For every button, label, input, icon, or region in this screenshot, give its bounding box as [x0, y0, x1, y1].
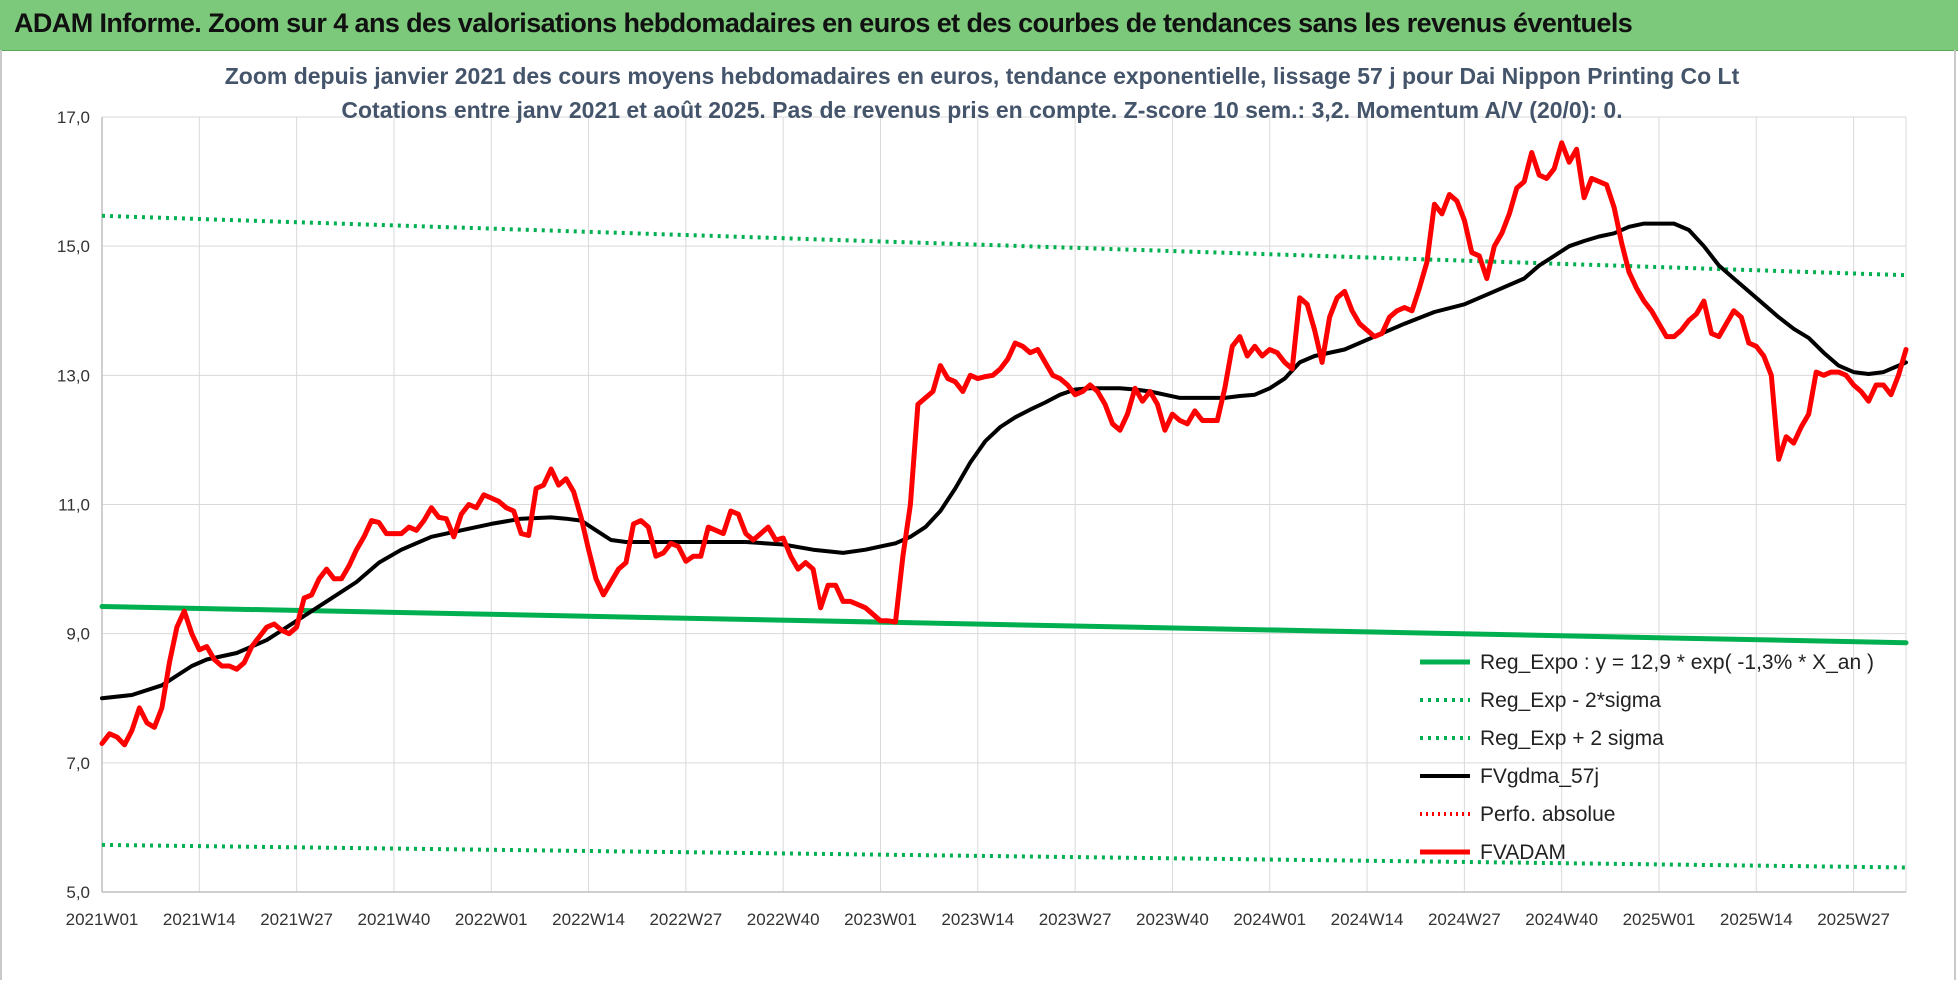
- y-tick-label: 15,0: [57, 237, 90, 256]
- chart-legend: Reg_Expo : y = 12,9 * exp( -1,3% * X_an …: [1420, 651, 1874, 864]
- x-tick-label: 2021W40: [358, 910, 431, 929]
- series-line: [101, 213, 1907, 278]
- chart-axes: 5,0 7,0 9,0 11,0 13,0 15,0 17,0 2021W01 2021W14 2…: [57, 108, 1906, 929]
- x-tick-label: 2022W14: [552, 910, 625, 929]
- x-tick-label: 2023W01: [844, 910, 917, 929]
- x-tick-label: 2025W14: [1720, 910, 1793, 929]
- x-tick-label: 2023W14: [941, 910, 1014, 929]
- legend-label: FVgdma_57j: [1480, 765, 1599, 788]
- chart-gridlines: [101, 116, 1907, 893]
- x-tick-label: 2023W40: [1136, 910, 1209, 929]
- x-tick-label: 2022W27: [649, 910, 722, 929]
- x-tick-label: 2024W27: [1428, 910, 1501, 929]
- x-tick-label: 2024W40: [1525, 910, 1598, 929]
- chart-series: [99, 140, 1909, 870]
- y-tick-label: 9,0: [66, 625, 90, 644]
- y-tick-label: 5,0: [66, 883, 90, 902]
- chart-subtitle: Cotations entre janv 2021 et août 2025. …: [341, 97, 1622, 123]
- line-chart: 5,0 7,0 9,0 11,0 13,0 15,0 17,0 2021W01 2021W14 2…: [57, 63, 1909, 929]
- chart-frame: 5,0 7,0 9,0 11,0 13,0 15,0 17,0 2021W01 2021W14 2…: [0, 50, 1956, 980]
- legend-label: Reg_Exp + 2 sigma: [1480, 727, 1664, 750]
- legend-label: Perfo. absolue: [1480, 803, 1615, 826]
- legend-label: FVADAM: [1480, 841, 1566, 864]
- series-line: [99, 140, 1909, 748]
- y-tick-label: 11,0: [58, 496, 90, 515]
- x-tick-label: 2025W27: [1817, 910, 1890, 929]
- x-tick-label: 2025W01: [1623, 910, 1696, 929]
- x-tick-label: 2024W14: [1331, 910, 1404, 929]
- chart-title: Zoom depuis janvier 2021 des cours moyen…: [225, 63, 1740, 89]
- legend-label: Reg_Exp - 2*sigma: [1480, 689, 1661, 712]
- y-tick-label: 7,0: [66, 754, 90, 773]
- x-tick-label: 2021W27: [260, 910, 333, 929]
- x-tick-label: 2022W40: [747, 910, 820, 929]
- x-tick-label: 2022W01: [455, 910, 528, 929]
- series-line: [100, 221, 1908, 701]
- report-title: ADAM Informe. Zoom sur 4 ans des valoris…: [14, 8, 1633, 38]
- x-tick-label: 2024W01: [1233, 910, 1306, 929]
- series-line: [99, 604, 1909, 646]
- x-tick-label: 2023W27: [1039, 910, 1112, 929]
- x-tick-label: 2021W14: [163, 910, 236, 929]
- x-tick-label: 2021W01: [66, 910, 139, 929]
- series-line: [101, 842, 1907, 870]
- y-tick-label: 13,0: [57, 366, 90, 385]
- y-tick-label: 17,0: [57, 108, 90, 127]
- legend-label: Reg_Expo : y = 12,9 * exp( -1,3% * X_an …: [1480, 651, 1874, 674]
- report-banner: ADAM Informe. Zoom sur 4 ans des valoris…: [0, 0, 1958, 51]
